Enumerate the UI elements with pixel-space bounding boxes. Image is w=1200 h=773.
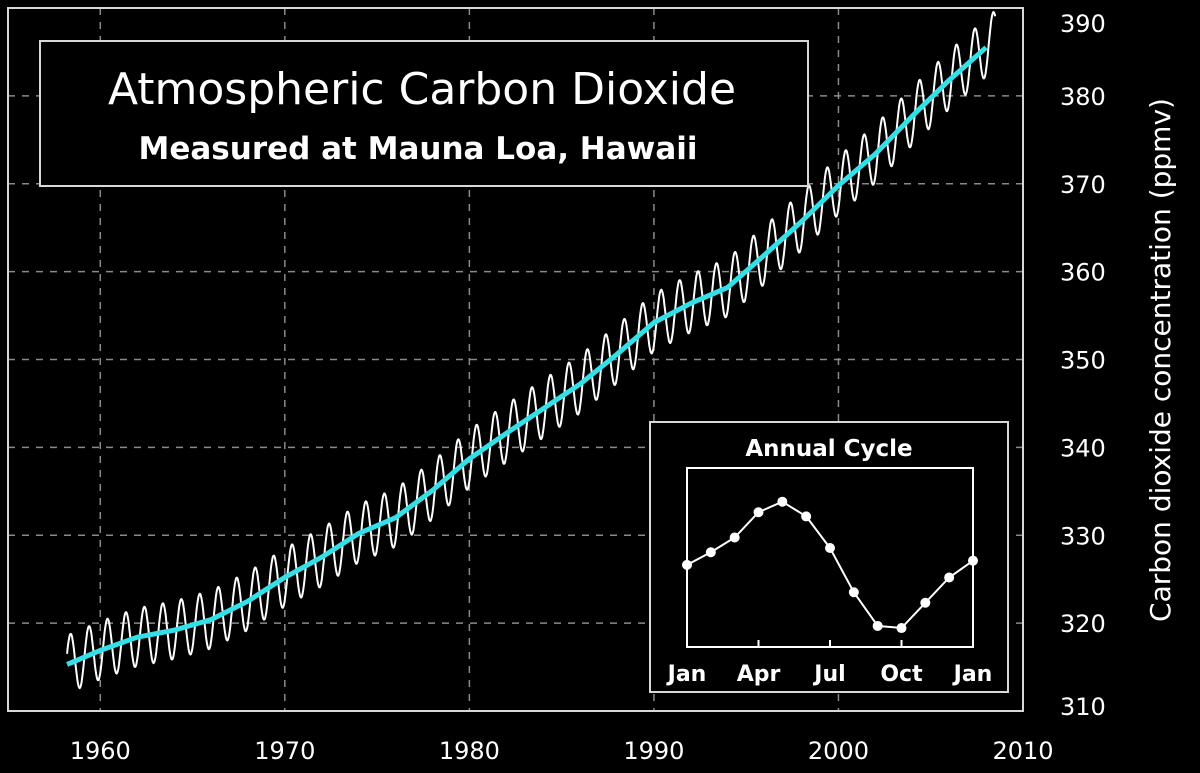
series-lines bbox=[66, 11, 997, 690]
y-tick-label: 310 bbox=[1060, 693, 1106, 721]
annual-cycle-point bbox=[682, 559, 692, 570]
chart-title: Atmospheric Carbon Dioxide bbox=[108, 64, 736, 115]
x-tick-label: 2010 bbox=[992, 737, 1053, 765]
x-tick-label: 1990 bbox=[623, 737, 684, 765]
monthly-co2-line bbox=[66, 11, 997, 690]
annual-cycle-point bbox=[920, 597, 931, 608]
inset-tick-label: Jan bbox=[952, 662, 993, 687]
inset-tick-label: Apr bbox=[737, 662, 781, 687]
annual-cycle-point bbox=[944, 572, 955, 583]
y-axis-ticks: 310 320 330 340 350 360 370 380 390 bbox=[1060, 10, 1106, 721]
inset-series bbox=[682, 496, 978, 634]
inset-tick-label: Oct bbox=[880, 662, 923, 687]
annual-cycle-point bbox=[825, 543, 835, 554]
y-tick-label: 370 bbox=[1060, 171, 1106, 199]
x-tick-label: 1970 bbox=[254, 737, 315, 765]
y-tick-label: 330 bbox=[1060, 522, 1106, 550]
x-axis-ticks: 1960 1970 1980 1990 2000 2010 bbox=[70, 737, 1054, 765]
y-tick-label: 390 bbox=[1060, 10, 1106, 38]
x-tick-label: 1960 bbox=[70, 737, 131, 765]
annual-cycle-point bbox=[801, 511, 812, 522]
x-tick-label: 2000 bbox=[808, 737, 869, 765]
x-tick-label: 1980 bbox=[439, 737, 500, 765]
plot-frame bbox=[7, 7, 1024, 712]
y-axis-label: Carbon dioxide concentration (ppmv) bbox=[1144, 98, 1177, 622]
annual-cycle-point bbox=[968, 555, 978, 566]
inset-tick-label: Jul bbox=[812, 662, 845, 687]
chart-subtitle: Measured at Mauna Loa, Hawaii bbox=[139, 131, 698, 167]
trend-co2-line bbox=[66, 45, 988, 667]
annual-cycle-point bbox=[872, 620, 883, 631]
y-tick-label: 340 bbox=[1060, 434, 1106, 462]
inset-title: Annual Cycle bbox=[745, 436, 912, 462]
inset-tick-label: Jan bbox=[666, 662, 707, 687]
title-box bbox=[39, 40, 809, 187]
annual-cycle-point bbox=[848, 587, 859, 598]
annual-cycle-point bbox=[753, 507, 764, 518]
y-tick-label: 350 bbox=[1060, 347, 1106, 375]
annual-cycle-point bbox=[729, 532, 740, 543]
y-tick-label: 320 bbox=[1060, 610, 1106, 638]
inset-x-ticks: Jan Apr Jul Oct Jan bbox=[666, 640, 993, 687]
y-tick-label: 360 bbox=[1060, 259, 1106, 287]
annual-cycle-point bbox=[896, 623, 907, 634]
annual-cycle-point bbox=[705, 547, 716, 558]
y-tick-label: 380 bbox=[1060, 83, 1106, 111]
annual-cycle-point bbox=[777, 496, 788, 507]
